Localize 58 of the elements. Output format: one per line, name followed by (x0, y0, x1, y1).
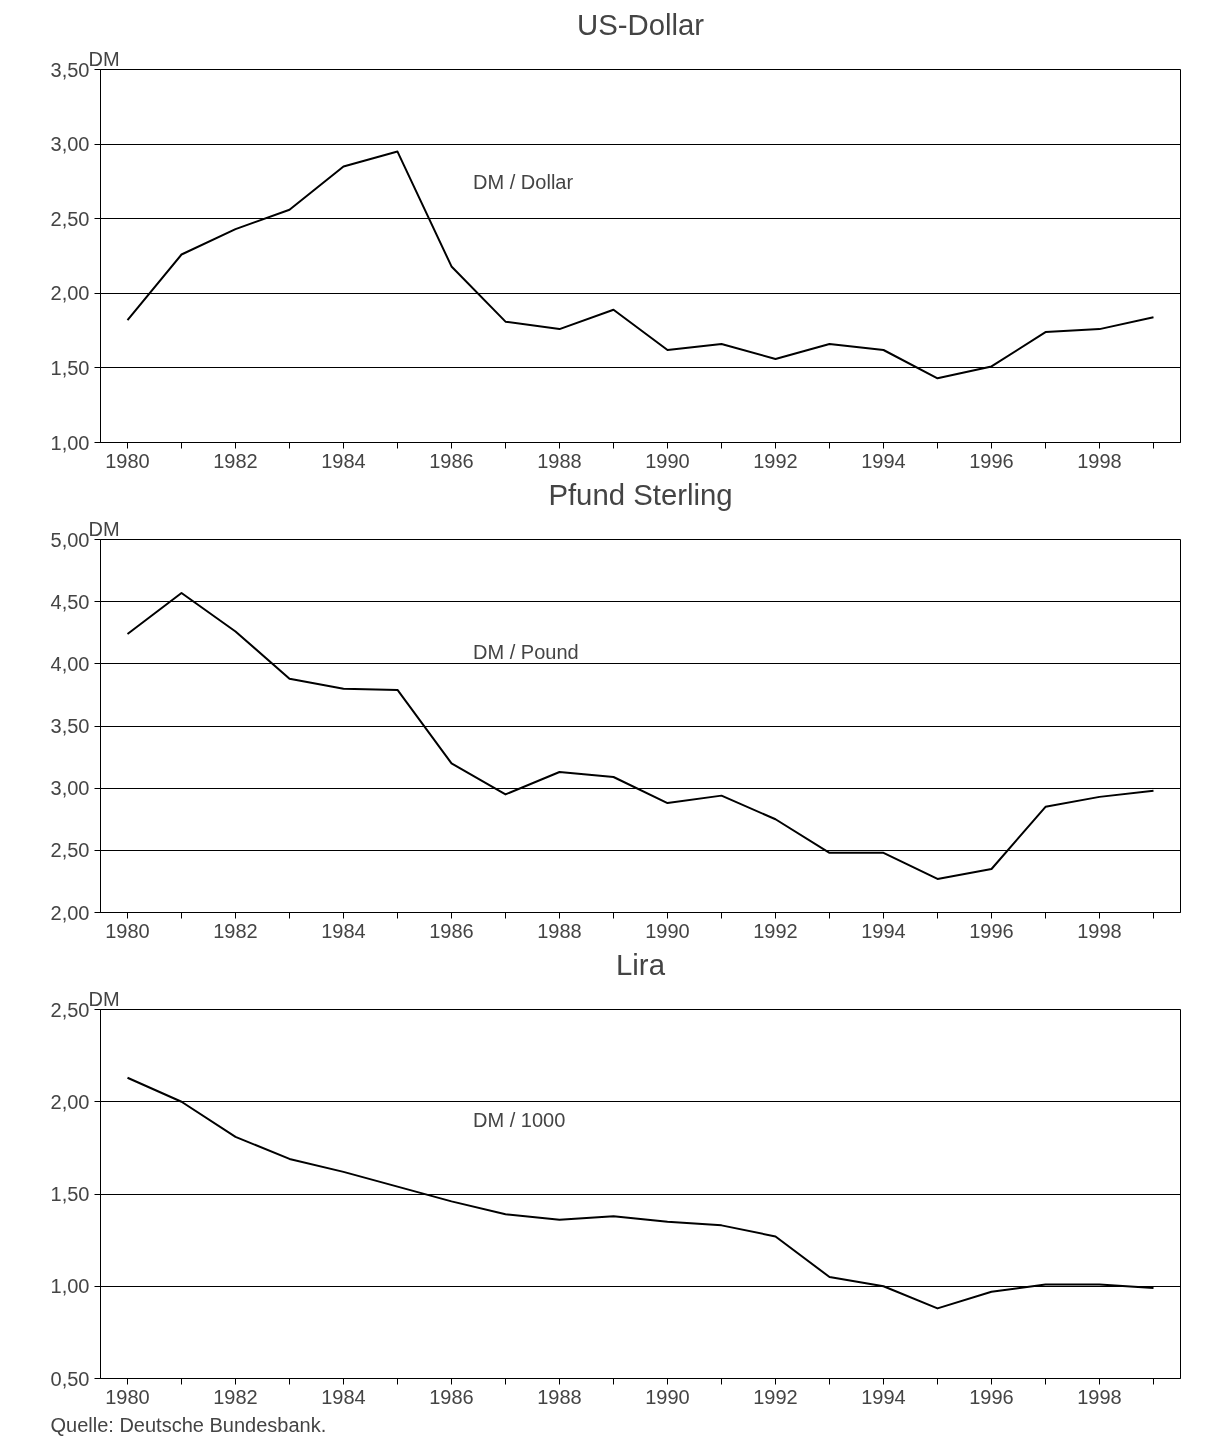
x-tick-label: 1986 (429, 919, 474, 942)
x-tick-label: 1996 (969, 449, 1014, 472)
x-tick-label: 1994 (861, 1385, 906, 1408)
x-tick-label: 1992 (753, 1385, 798, 1408)
x-tick-label: 1984 (321, 919, 366, 942)
y-axis-title: DM (88, 987, 120, 1010)
y-tick-label: 2,50 (50, 207, 90, 230)
x-tick-label: 1990 (645, 1385, 690, 1408)
text: DM / 1000 (473, 1109, 566, 1132)
x-tick-label: 1982 (213, 449, 258, 472)
x-tick-label: 1990 (645, 449, 690, 472)
x-tick-label: 1988 (537, 919, 582, 942)
text: DM / Dollar (473, 170, 574, 193)
x-tick-label: 1994 (861, 919, 906, 942)
x-tick-label: 1986 (429, 1385, 474, 1408)
y-tick-label: 2,50 (50, 998, 90, 1021)
y-tick-label: 2,50 (50, 839, 90, 862)
text: DM / Pound (473, 640, 579, 663)
x-tick-label: 1986 (429, 449, 474, 472)
y-tick-label: 1,50 (50, 356, 90, 379)
x-tick-label: 1998 (1077, 449, 1122, 472)
y-tick-label: 3,50 (50, 715, 90, 737)
x-tick-label: 1988 (537, 1385, 582, 1408)
y-tick-label: 2,00 (50, 901, 90, 924)
y-tick-label: 3,00 (50, 777, 90, 800)
y-tick-label: 1,00 (50, 431, 90, 454)
x-tick-label: 1982 (213, 919, 258, 942)
x-tick-label: 1992 (753, 919, 798, 942)
y-tick-label: 2,00 (50, 1090, 90, 1113)
y-tick-label: 0,50 (50, 1367, 90, 1390)
x-tick-label: 1982 (213, 1385, 258, 1408)
y-axis-title: DM (88, 517, 120, 540)
x-tick-label: 1980 (105, 1385, 150, 1408)
x-tick-label: 1984 (321, 1385, 366, 1408)
y-tick-label: 1,50 (50, 1183, 90, 1205)
y-tick-label: 3,00 (50, 133, 90, 156)
chart-title: US-Dollar (576, 7, 705, 41)
y-tick-label: 4,00 (50, 652, 90, 675)
y-tick-label: 5,00 (50, 528, 90, 551)
y-axis-title: DM (88, 47, 120, 70)
x-tick-label: 1980 (105, 919, 150, 942)
x-tick-label: 1998 (1077, 1385, 1122, 1408)
source-note: Quelle: Deutsche Bundesbank. (50, 1413, 327, 1436)
y-tick-label: 2,00 (50, 282, 90, 305)
y-tick-label: 4,50 (50, 590, 90, 613)
chart-title: Lira (616, 947, 666, 981)
x-tick-label: 1980 (105, 449, 150, 472)
x-tick-label: 1998 (1077, 919, 1122, 942)
x-tick-label: 1990 (645, 919, 690, 942)
y-tick-label: 1,00 (50, 1275, 90, 1298)
x-tick-label: 1992 (753, 449, 798, 472)
x-tick-label: 1994 (861, 449, 906, 472)
x-tick-label: 1996 (969, 919, 1014, 942)
x-tick-label: 1996 (969, 1385, 1014, 1408)
y-tick-label: 3,50 (50, 58, 90, 81)
x-tick-label: 1988 (537, 449, 582, 472)
x-tick-label: 1984 (321, 449, 366, 472)
chart-title: Pfund Sterling (548, 477, 733, 511)
